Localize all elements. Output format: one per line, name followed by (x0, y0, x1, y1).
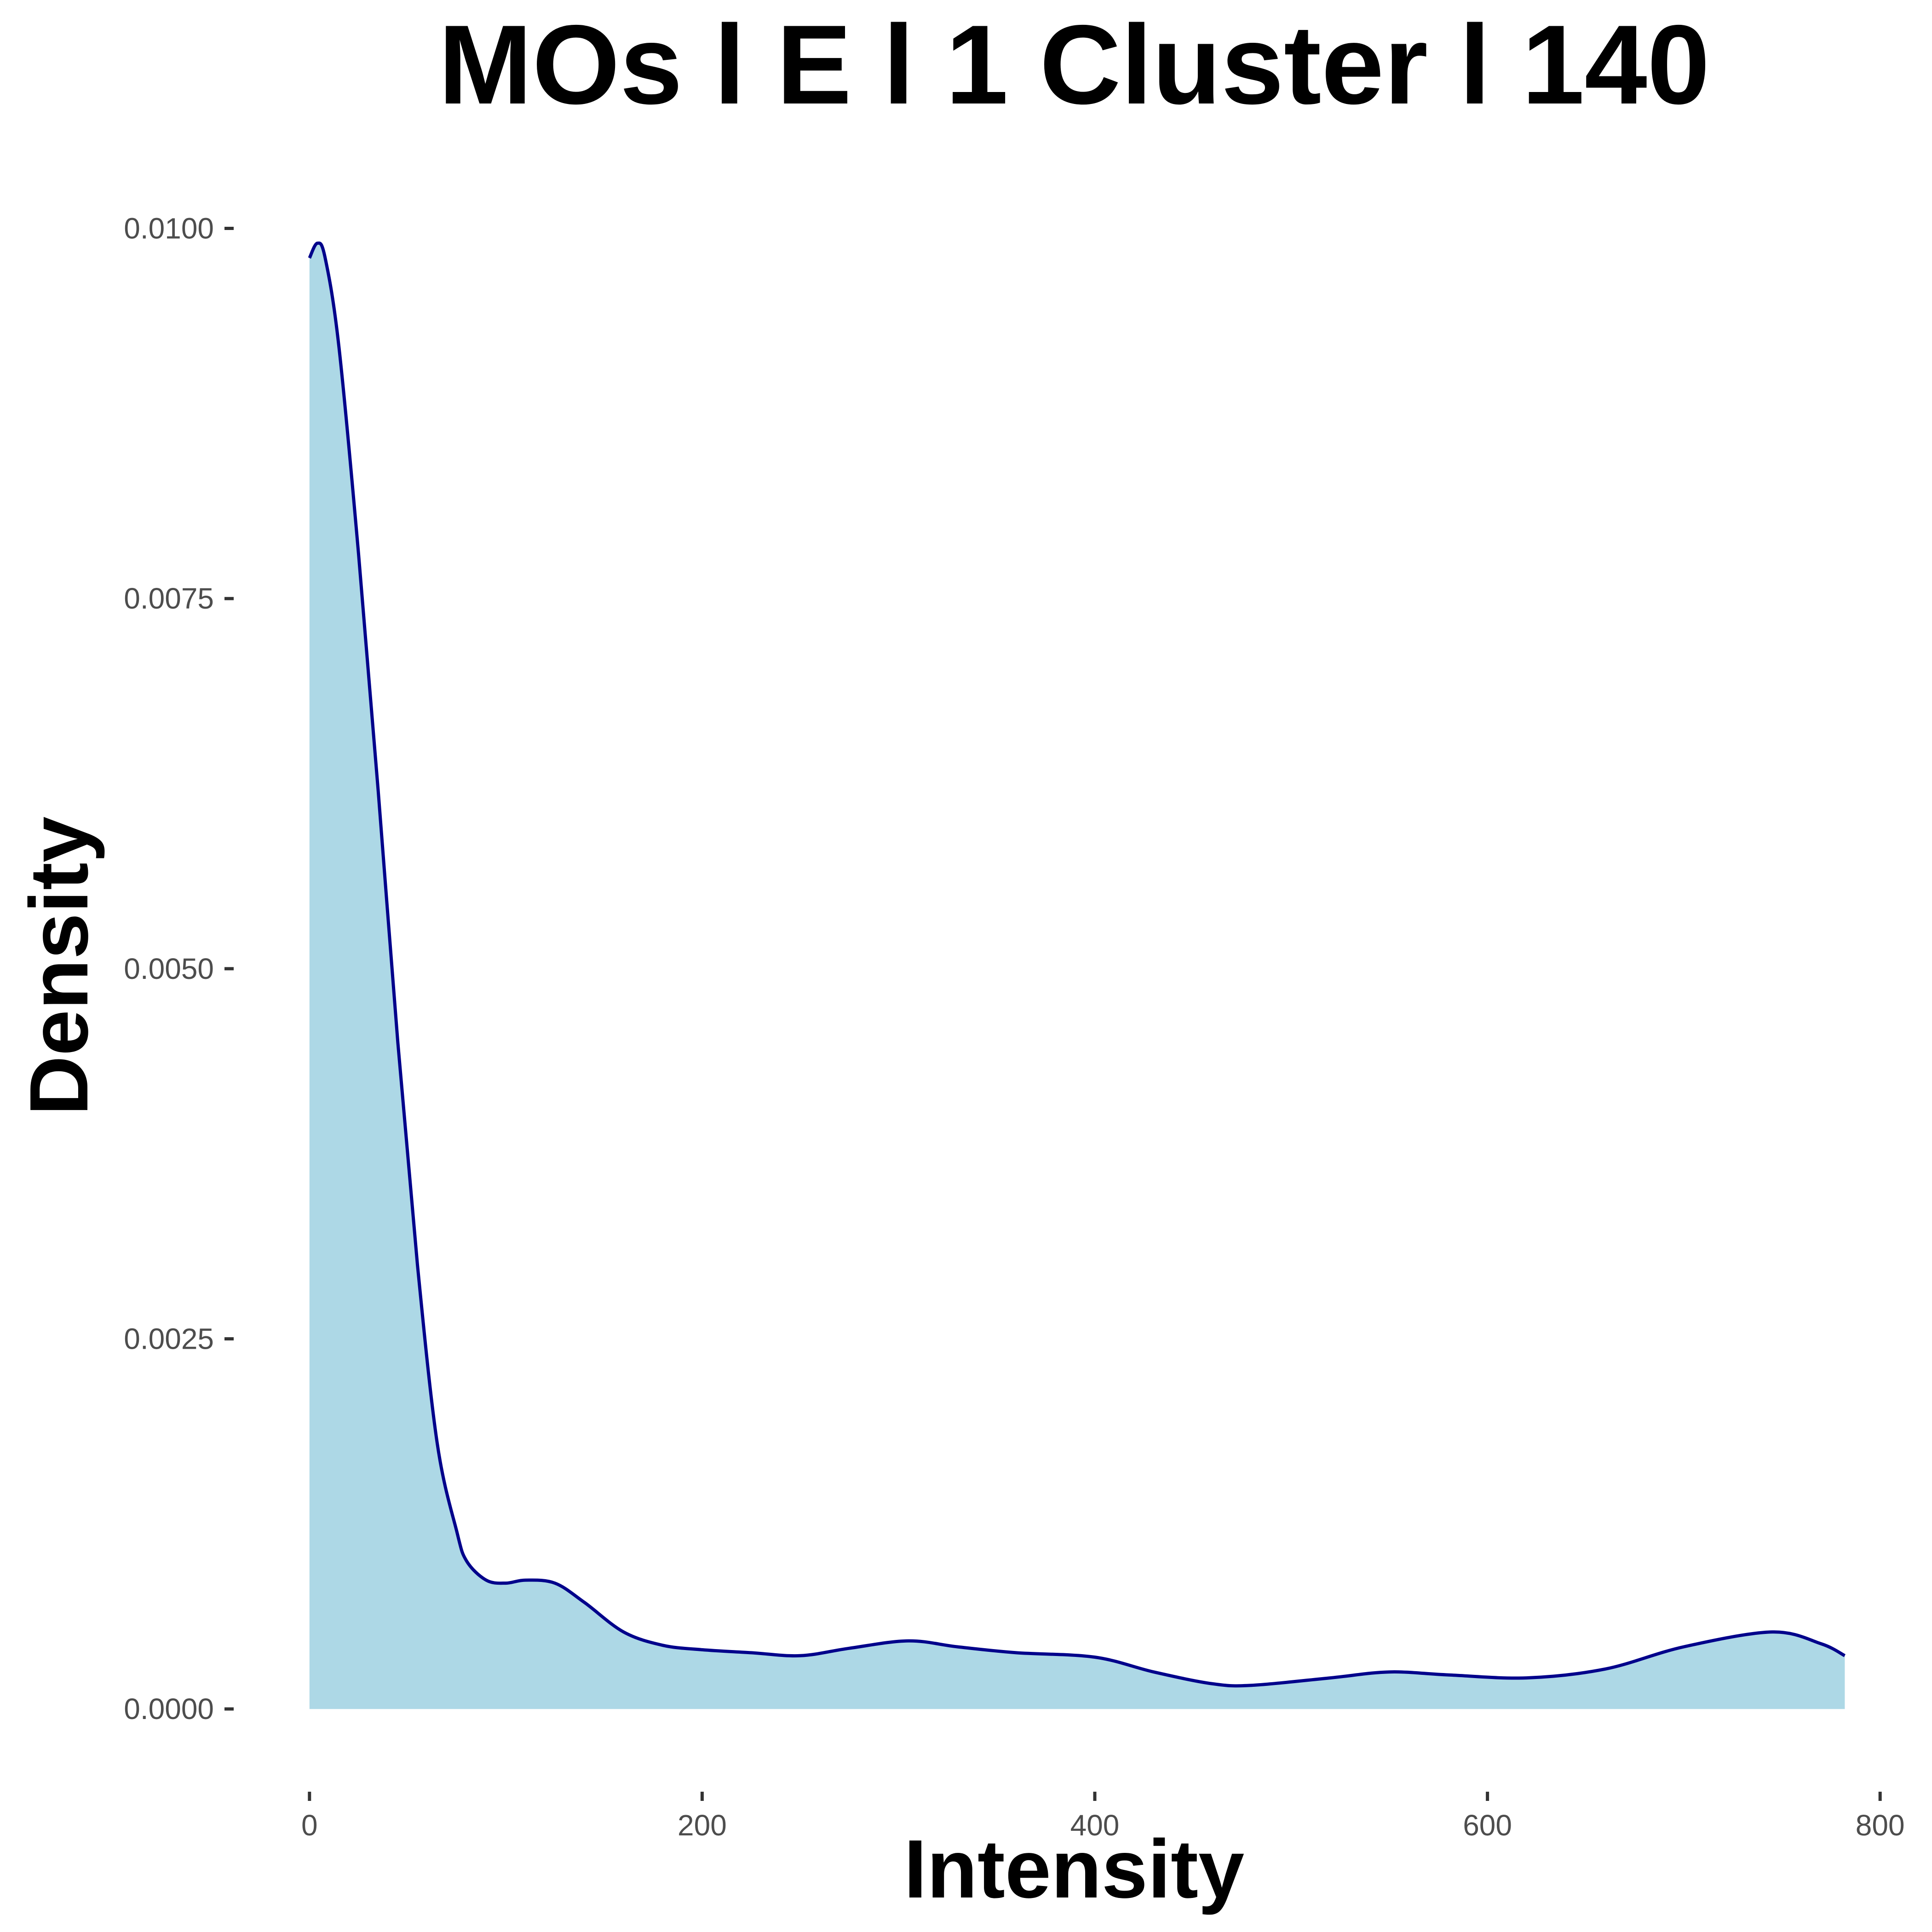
density-line (308, 241, 1846, 1688)
y-tick-label: 0.0050 (124, 952, 214, 985)
y-tick-label: 0.0100 (124, 212, 214, 245)
y-tick-label: 0.0025 (124, 1322, 214, 1356)
y-axis: 0.0000 0.0025 0.0050 0.0075 0.0100 (124, 212, 234, 1725)
x-tick-label: 0 (301, 1809, 318, 1842)
x-tick-label: 800 (1856, 1809, 1905, 1842)
x-axis-title: Intensity (904, 1823, 1244, 1915)
density-area (309, 243, 1845, 1709)
y-tick-label: 0.0000 (124, 1692, 214, 1725)
y-tick-label: 0.0075 (124, 582, 214, 615)
x-axis: 0 200 400 600 800 (301, 1792, 1905, 1842)
x-tick-label: 200 (678, 1809, 727, 1842)
chart-title: MOs l E l 1 Cluster l 140 (438, 1, 1710, 127)
x-tick-label: 400 (1070, 1809, 1120, 1842)
x-tick-label: 600 (1463, 1809, 1512, 1842)
plot-area (308, 241, 1846, 1709)
y-axis-title: Density (13, 816, 105, 1116)
